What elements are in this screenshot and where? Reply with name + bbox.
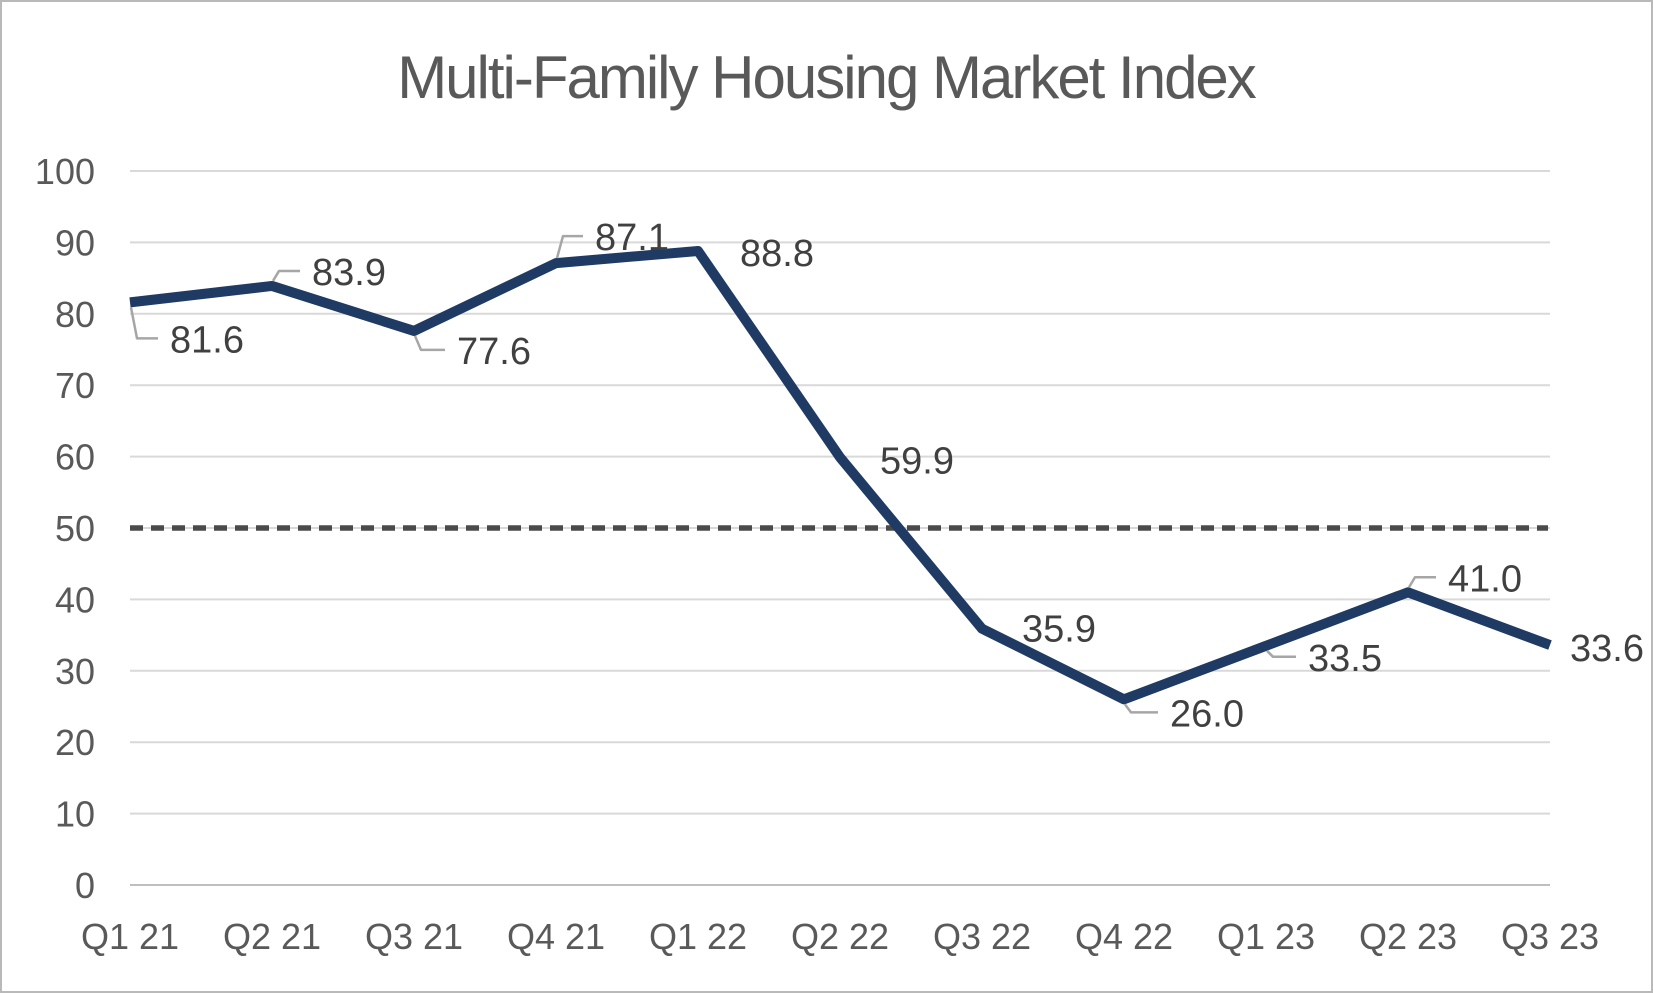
x-axis-label: Q1 21 [81, 916, 179, 957]
leader-line [413, 335, 445, 352]
x-axis-labels: Q1 21 Q2 21 Q3 21 Q4 21 Q1 22 Q2 22 Q3 22 Q4 22… [81, 916, 1599, 957]
leader-lines [129, 234, 1436, 714]
y-tick-label: 30 [55, 651, 95, 692]
x-axis-label: Q3 21 [365, 916, 463, 957]
leader-line [271, 269, 300, 282]
data-label: 81.6 [170, 319, 244, 361]
data-label: 35.9 [1022, 609, 1096, 651]
data-label: 83.9 [312, 252, 386, 294]
y-tick-label: 20 [55, 722, 95, 763]
x-axis-label: Q1 22 [649, 916, 747, 957]
y-tick-label: 60 [55, 437, 95, 478]
y-tick-label: 80 [55, 294, 95, 335]
x-axis-label: Q3 23 [1501, 916, 1599, 957]
data-label: 41.0 [1448, 558, 1522, 600]
leader-line [1407, 576, 1436, 588]
data-label: 77.6 [457, 331, 531, 373]
data-labels: 81.6 83.9 77.6 87.1 88.8 59.9 35.9 26.0 33.5 41.0… [170, 217, 1644, 735]
leader-line [1124, 703, 1158, 714]
x-axis-label: Q2 23 [1359, 916, 1457, 957]
data-label: 59.9 [880, 440, 954, 482]
x-axis-label: Q2 21 [223, 916, 321, 957]
series-line [129, 245, 1552, 705]
y-tick-label: 50 [55, 508, 95, 549]
data-label: 88.8 [740, 233, 814, 275]
x-axis-label: Q4 21 [507, 916, 605, 957]
y-tick-label: 70 [55, 365, 95, 406]
data-label: 26.0 [1170, 693, 1244, 735]
series-layer [129, 245, 1552, 705]
y-tick-label: 100 [35, 151, 95, 192]
y-tick-label: 90 [55, 222, 95, 263]
x-axis-label: Q1 23 [1217, 916, 1315, 957]
y-tick-label: 0 [75, 865, 95, 906]
leader-line [129, 307, 158, 340]
leader-line [1266, 649, 1296, 659]
y-tick-label: 10 [55, 794, 95, 835]
x-axis-label: Q4 22 [1075, 916, 1173, 957]
leader-line [555, 234, 583, 259]
data-label: 87.1 [595, 217, 669, 259]
chart-title: Multi-Family Housing Market Index [397, 44, 1257, 111]
data-label: 33.5 [1308, 638, 1382, 680]
y-axis-tick-labels: 0 10 20 30 40 50 60 70 80 90 100 [35, 151, 95, 906]
data-label: 33.6 [1570, 628, 1644, 670]
x-axis-label: Q3 22 [933, 916, 1031, 957]
x-axis-label: Q2 22 [791, 916, 889, 957]
y-tick-label: 40 [55, 579, 95, 620]
